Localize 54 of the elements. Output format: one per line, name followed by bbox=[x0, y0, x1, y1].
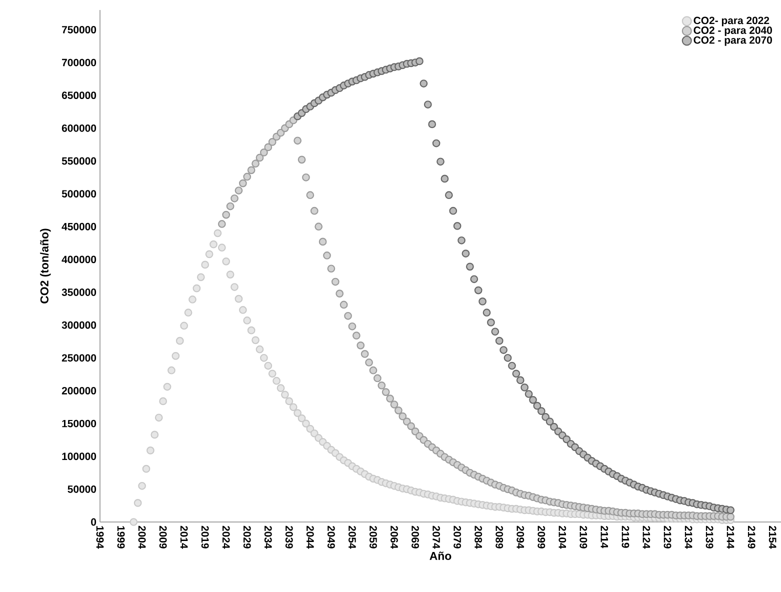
y-tick-label: 350000 bbox=[62, 288, 96, 296]
y-tick-label: 50000 bbox=[68, 485, 96, 493]
y-tick-label: 650000 bbox=[62, 92, 96, 100]
y-tick-label: 750000 bbox=[62, 26, 96, 34]
x-tick-label: 2079 bbox=[454, 526, 462, 548]
legend-label: CO2 - para 2040 bbox=[694, 26, 772, 36]
y-tick-label: 300000 bbox=[62, 321, 96, 329]
x-tick-label: 2004 bbox=[138, 526, 146, 549]
x-tick-label: 2149 bbox=[748, 526, 756, 548]
legend-label: CO2 - para 2070 bbox=[694, 36, 772, 46]
x-tick-label: 2044 bbox=[306, 526, 314, 549]
y-tick-label: 0 bbox=[91, 518, 96, 526]
y-tick-label: 150000 bbox=[62, 420, 96, 428]
x-tick-label: 2144 bbox=[726, 526, 734, 549]
y-tick-label: 700000 bbox=[62, 58, 96, 66]
x-tick-label: 2059 bbox=[370, 526, 377, 548]
y-tick-label: 250000 bbox=[62, 354, 96, 362]
x-tick-label: 2129 bbox=[664, 526, 672, 548]
x-axis-title: Año bbox=[430, 552, 452, 560]
y-tick-label: 500000 bbox=[62, 190, 96, 198]
x-tick-label: 2049 bbox=[328, 526, 335, 548]
x-tick-label: 2069 bbox=[412, 526, 419, 548]
y-axis-title: CO2 (ton/año) bbox=[40, 228, 51, 304]
x-tick-label: 2034 bbox=[264, 526, 272, 549]
x-tick-label: 2029 bbox=[243, 526, 251, 548]
x-tick-label: 2089 bbox=[496, 526, 504, 548]
x-tick-label: 2014 bbox=[180, 526, 188, 549]
y-tick-label: 400000 bbox=[62, 256, 96, 264]
x-tick-label: 2054 bbox=[348, 526, 356, 549]
x-tick-label: 2139 bbox=[706, 526, 714, 548]
x-tick-label: 2124 bbox=[642, 526, 650, 549]
x-tick-label: 2154 bbox=[768, 526, 776, 549]
x-tick-label: 2019 bbox=[201, 526, 209, 548]
x-tick-label: 2024 bbox=[222, 526, 230, 549]
x-tick-label: 2134 bbox=[684, 526, 692, 549]
legend-label: CO2- para 2022 bbox=[694, 16, 770, 26]
x-tick-label: 1999 bbox=[117, 526, 125, 548]
x-tick-label: 2094 bbox=[516, 526, 524, 549]
y-tick-label: 600000 bbox=[62, 124, 96, 132]
x-tick-label: 2119 bbox=[622, 526, 630, 548]
x-tick-label: 2109 bbox=[580, 526, 588, 548]
x-tick-label: 2074 bbox=[432, 526, 440, 549]
x-tick-label: 2099 bbox=[538, 526, 546, 548]
x-tick-label: 2104 bbox=[558, 526, 566, 549]
y-tick-label: 200000 bbox=[62, 387, 96, 394]
y-tick-label: 100000 bbox=[62, 452, 96, 460]
y-tick-label: 450000 bbox=[62, 222, 96, 230]
x-tick-label: 1994 bbox=[96, 526, 104, 549]
x-tick-label: 2064 bbox=[390, 526, 398, 549]
x-tick-label: 2039 bbox=[285, 526, 293, 548]
x-tick-label: 2114 bbox=[600, 526, 608, 548]
x-tick-label: 2084 bbox=[474, 526, 482, 549]
y-tick-label: 550000 bbox=[62, 157, 96, 165]
x-tick-label: 2009 bbox=[159, 526, 167, 548]
